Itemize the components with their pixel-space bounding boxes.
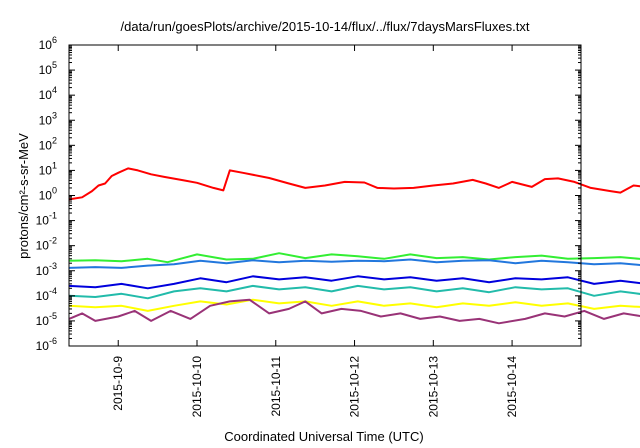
y-tick-label: 101 — [39, 160, 57, 177]
y-tick-label: 106 — [39, 35, 57, 52]
y-tick-label: 10-1 — [36, 211, 57, 228]
y-tick-label: 103 — [39, 110, 57, 127]
series-line-5 — [68, 284, 640, 300]
y-tick-label: 10-5 — [36, 311, 57, 328]
series-line-7 — [68, 298, 640, 325]
chart-title: /data/run/goesPlots/archive/2015-10-14/f… — [121, 19, 530, 34]
x-tick-label: 2015-10-9 — [111, 356, 125, 411]
x-axis-label: Coordinated Universal Time (UTC) — [224, 429, 423, 444]
plot-frame — [68, 44, 582, 347]
y-tick-label: 10-3 — [36, 261, 57, 278]
x-tick-label: 2015-10-13 — [426, 356, 440, 418]
x-tick-label: 2015-10-10 — [190, 356, 204, 418]
axes-layer: 10-6 10-5 10-4 10-3 10-2 10-1 100 101 102 103 104 1… — [36, 35, 581, 417]
x-tick-label: 2015-10-12 — [348, 356, 362, 418]
y-tick-label: 105 — [39, 60, 57, 77]
series-line-3 — [68, 258, 640, 269]
series-line-2 — [68, 252, 640, 264]
series-line-4 — [68, 275, 640, 290]
series-layer — [68, 167, 640, 325]
y-tick-label: 10-6 — [36, 336, 57, 353]
y-tick-label: 100 — [39, 186, 57, 203]
y-axis-label: protons/cm²-s-sr-MeV — [16, 133, 31, 259]
x-tick-label: 2015-10-11 — [269, 356, 283, 417]
series-line-6 — [68, 298, 640, 312]
y-tick-label: 10-2 — [36, 236, 57, 253]
series-line-1 — [68, 167, 640, 201]
x-tick-label: 2015-10-14 — [505, 356, 519, 418]
y-tick-label: 104 — [39, 85, 57, 102]
y-tick-label: 10-4 — [36, 286, 57, 303]
y-tick-label: 102 — [39, 135, 57, 152]
